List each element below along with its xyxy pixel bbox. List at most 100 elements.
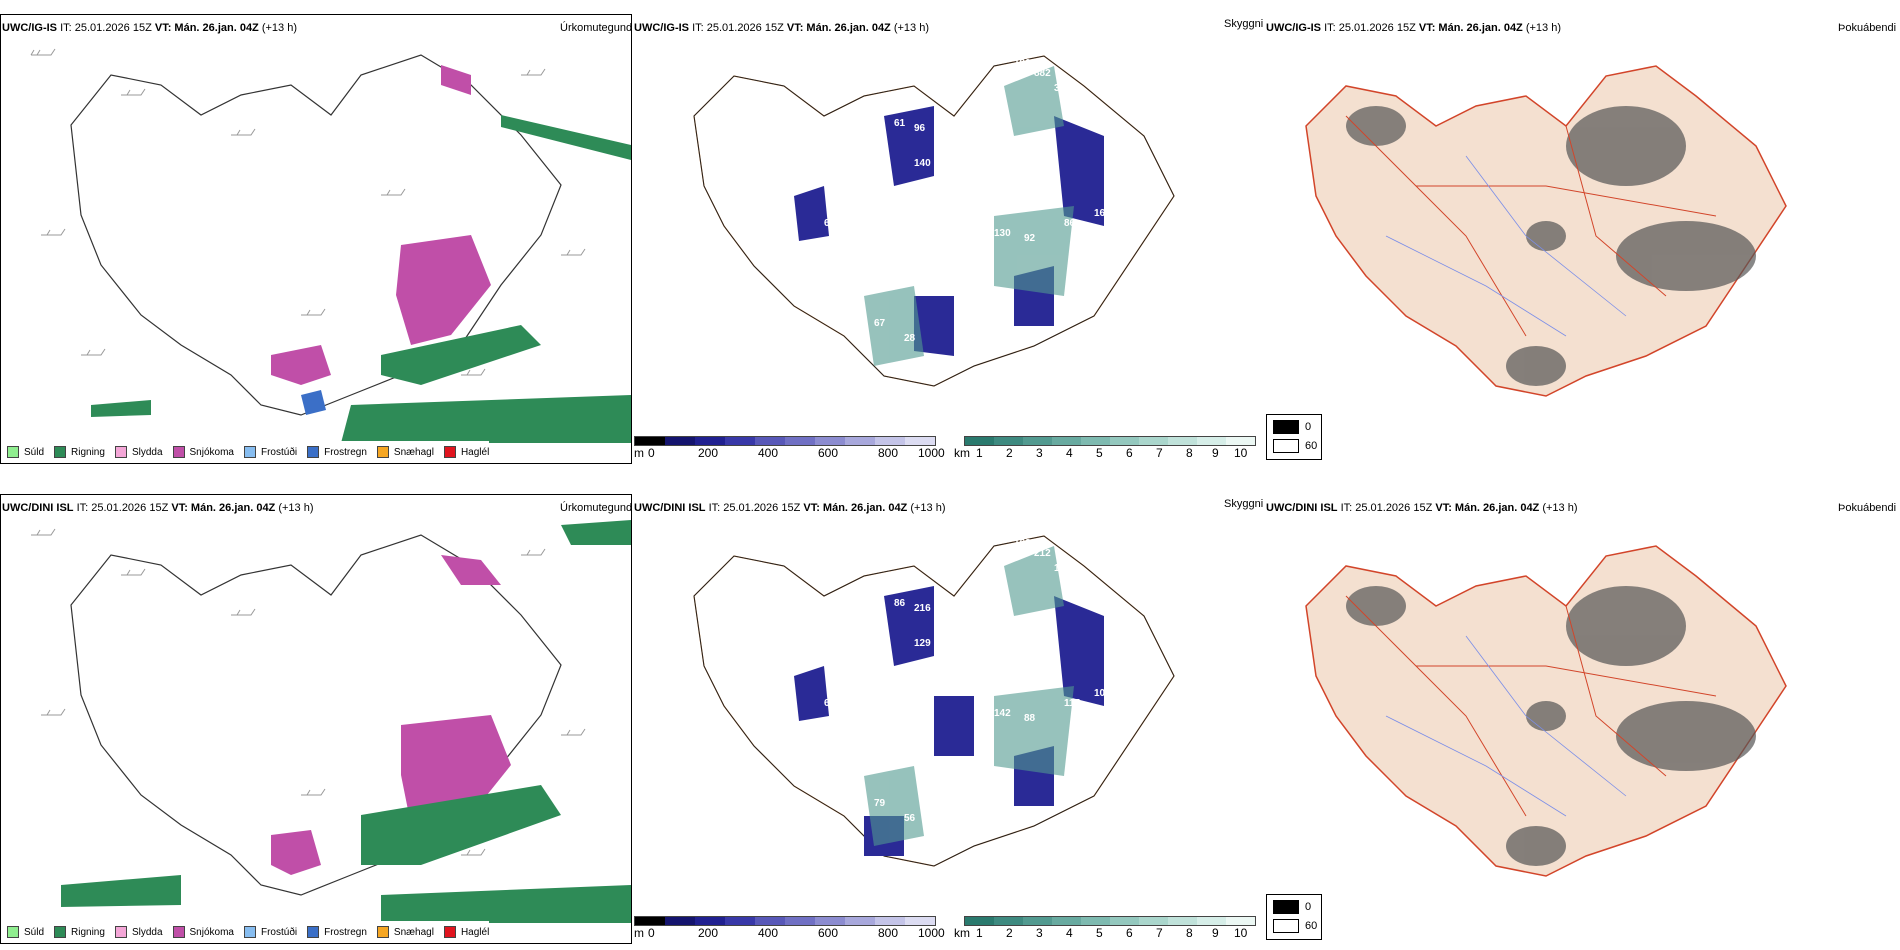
legend-item: Slydda xyxy=(114,446,163,458)
init-time: IT: 25.01.2026 15Z xyxy=(708,502,801,514)
ceiling-label: 75 xyxy=(1064,98,1076,109)
ceiling-label: 41 xyxy=(964,318,976,329)
legend-label: Haglél xyxy=(460,446,490,458)
ceiling-label: 50 xyxy=(1064,578,1076,589)
tick-label: 1000 xyxy=(918,446,945,460)
tick-label: 400 xyxy=(758,446,779,460)
ceiling-label: 212 xyxy=(1034,548,1051,559)
precip-map-bottom xyxy=(31,520,631,923)
iceland-outline xyxy=(70,54,562,416)
panel-title: Skyggni xyxy=(1224,18,1264,30)
legend-label: Rigning xyxy=(71,926,105,938)
ceiling-label: 140 xyxy=(914,158,931,169)
ceiling-label: 86 xyxy=(894,598,906,609)
tick-label: 800 xyxy=(878,446,899,460)
panel-header: UWC/IG-IS IT: 25.01.2026 15Z VT: Mán. 26… xyxy=(2,22,297,35)
fog-areas xyxy=(1346,106,1756,386)
model-name: UWC/DINI ISL xyxy=(2,502,74,514)
ceiling-label: 70 xyxy=(1094,243,1106,254)
fog-swatch xyxy=(1273,439,1299,453)
legend-label: Súld xyxy=(24,446,45,458)
ceiling-scale-top: m 0 200 400 600 800 1000 xyxy=(634,436,945,460)
tick-label: 8 xyxy=(1186,926,1193,940)
precip-legend-top: Súld Rigning Slydda Snjókoma Frostúði Fr… xyxy=(1,441,490,463)
fog-map-bottom xyxy=(1305,545,1787,877)
lead-time: (+13 h) xyxy=(1542,502,1578,514)
init-time: IT: 25.01.2026 15Z xyxy=(60,22,152,34)
fog-swatch xyxy=(1273,420,1299,434)
init-time: IT: 25.01.2026 15Z xyxy=(1340,502,1433,514)
legend-swatch xyxy=(54,926,67,938)
ceiling-label: 128 xyxy=(964,798,981,809)
legend-label: Rigning xyxy=(71,446,105,458)
ceiling-label: 107 xyxy=(944,153,961,164)
wind-barbs xyxy=(30,48,586,376)
ceiling-label: 190 xyxy=(1014,58,1031,69)
legend-item: Súld xyxy=(7,446,44,458)
ceiling-label: 882 xyxy=(1034,68,1051,79)
legend-item: Frostregn xyxy=(307,446,367,458)
ceiling-unit: m xyxy=(634,446,644,460)
ceiling-label: 105 xyxy=(934,138,951,149)
tick-label: 200 xyxy=(698,446,719,460)
legend-item: Snjókoma xyxy=(172,926,234,938)
panel-header: UWC/DINI ISL IT: 25.01.2026 15Z VT: Mán.… xyxy=(2,502,314,515)
ceiling-label: 83 xyxy=(1014,658,1026,669)
valid-time: VT: Mán. 26.jan. 04Z xyxy=(1418,22,1523,34)
fog-label: 0 xyxy=(1305,421,1312,433)
precip-areas xyxy=(61,520,631,923)
ceiling-label: 168 xyxy=(1014,538,1031,549)
ceiling-label: 92 xyxy=(994,678,1006,689)
lead-time: (+13 h) xyxy=(910,502,946,514)
legend-item: Snæhagl xyxy=(376,446,434,458)
ceiling-unit: m xyxy=(634,926,644,940)
ceiling-label: 123 xyxy=(944,633,961,644)
model-name: UWC/IG-IS xyxy=(2,22,57,34)
legend-swatch xyxy=(114,926,127,938)
tick-label: 7 xyxy=(1156,446,1163,460)
fog-legend-bottom: 0 60 xyxy=(1266,894,1322,940)
precip-type-panel-bottom: Súld Rigning Slydda Snjókoma Frostúði Fr… xyxy=(0,494,632,944)
panel-title: Þokuábendi xyxy=(1838,22,1897,34)
tick-label: 10 xyxy=(1234,926,1248,940)
legend-label: Slydda xyxy=(131,926,163,938)
ceiling-label: 142 xyxy=(994,708,1011,719)
legend-item: Haglél xyxy=(443,446,490,458)
fog-legend-item: 60 xyxy=(1273,919,1321,933)
fog-label: 60 xyxy=(1305,440,1318,452)
ceiling-label: 56 xyxy=(904,813,916,824)
tick-label: 600 xyxy=(818,446,839,460)
ceiling-label: 68 xyxy=(824,218,836,229)
valid-time: VT: Mán. 26.jan. 04Z xyxy=(803,502,908,514)
panel-title: Skyggni xyxy=(1224,498,1264,510)
lead-time: (+13 h) xyxy=(893,22,930,34)
tick-label: 3 xyxy=(1036,926,1043,940)
legend-swatch xyxy=(443,926,456,938)
precip-areas xyxy=(91,65,631,443)
ceiling-scale-bottom: m 0 200 400 600 800 1000 xyxy=(634,916,945,940)
ceiling-label: 86 xyxy=(1064,218,1076,229)
tick-label: 3 xyxy=(1036,446,1043,460)
legend-swatch xyxy=(172,926,185,938)
valid-time: VT: Mán. 26.jan. 04Z xyxy=(154,22,259,34)
ceiling-color-bar xyxy=(634,916,936,926)
fog-swatch xyxy=(1273,919,1299,933)
legend-swatch xyxy=(243,446,256,458)
ceiling-label: 127 xyxy=(1094,723,1111,734)
init-time: IT: 25.01.2026 15Z xyxy=(692,22,784,34)
ceiling-label: 224 xyxy=(1074,268,1091,279)
tick-label: 5 xyxy=(1096,446,1103,460)
legend-swatch xyxy=(7,926,19,938)
legend-swatch xyxy=(443,446,456,458)
legend-swatch xyxy=(243,926,256,938)
legend-label: Snjókoma xyxy=(189,926,234,938)
tick-label: 4 xyxy=(1066,926,1073,940)
fog-swatch xyxy=(1273,900,1299,914)
ceiling-label: 67 xyxy=(874,318,886,329)
fog-legend-item: 0 xyxy=(1273,900,1321,914)
panel-title: Úrkomutegund xyxy=(560,22,633,34)
tick-label: 2 xyxy=(1006,926,1013,940)
visibility-panel-bottom: UWC/DINI ISL IT: 25.01.2026 15Z VT: Mán.… xyxy=(634,494,1264,944)
